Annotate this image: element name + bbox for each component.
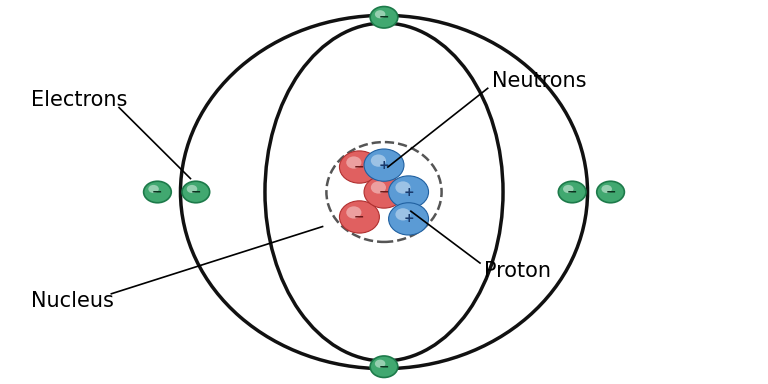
Text: −: − [379, 360, 389, 373]
Ellipse shape [182, 181, 210, 203]
Text: −: − [605, 185, 616, 199]
Ellipse shape [370, 356, 398, 377]
Ellipse shape [346, 156, 362, 169]
Ellipse shape [371, 181, 386, 194]
Ellipse shape [558, 181, 586, 203]
Text: Proton: Proton [484, 261, 551, 281]
Ellipse shape [396, 208, 411, 220]
Ellipse shape [601, 185, 612, 193]
Text: Electrons: Electrons [31, 90, 127, 110]
Text: +: + [403, 185, 414, 199]
Ellipse shape [396, 181, 411, 194]
Ellipse shape [371, 154, 386, 167]
Ellipse shape [187, 185, 197, 193]
Text: −: − [567, 185, 578, 199]
Ellipse shape [364, 176, 404, 208]
Ellipse shape [375, 10, 386, 18]
Ellipse shape [339, 151, 379, 183]
Ellipse shape [375, 360, 386, 368]
Ellipse shape [339, 201, 379, 233]
Text: Nucleus: Nucleus [31, 291, 114, 311]
Text: +: + [403, 212, 414, 225]
Ellipse shape [364, 149, 404, 181]
Ellipse shape [597, 181, 624, 203]
Text: −: − [152, 185, 163, 199]
Ellipse shape [370, 7, 398, 28]
Ellipse shape [346, 206, 362, 218]
Ellipse shape [389, 203, 429, 235]
Text: −: − [190, 185, 201, 199]
Text: Neutrons: Neutrons [492, 71, 586, 91]
Ellipse shape [389, 176, 429, 208]
Text: −: − [354, 210, 365, 223]
Text: −: − [354, 161, 365, 174]
Text: −: − [379, 185, 389, 199]
Text: +: + [379, 159, 389, 172]
Ellipse shape [563, 185, 574, 193]
Ellipse shape [148, 185, 159, 193]
Ellipse shape [144, 181, 171, 203]
Text: −: − [379, 11, 389, 24]
